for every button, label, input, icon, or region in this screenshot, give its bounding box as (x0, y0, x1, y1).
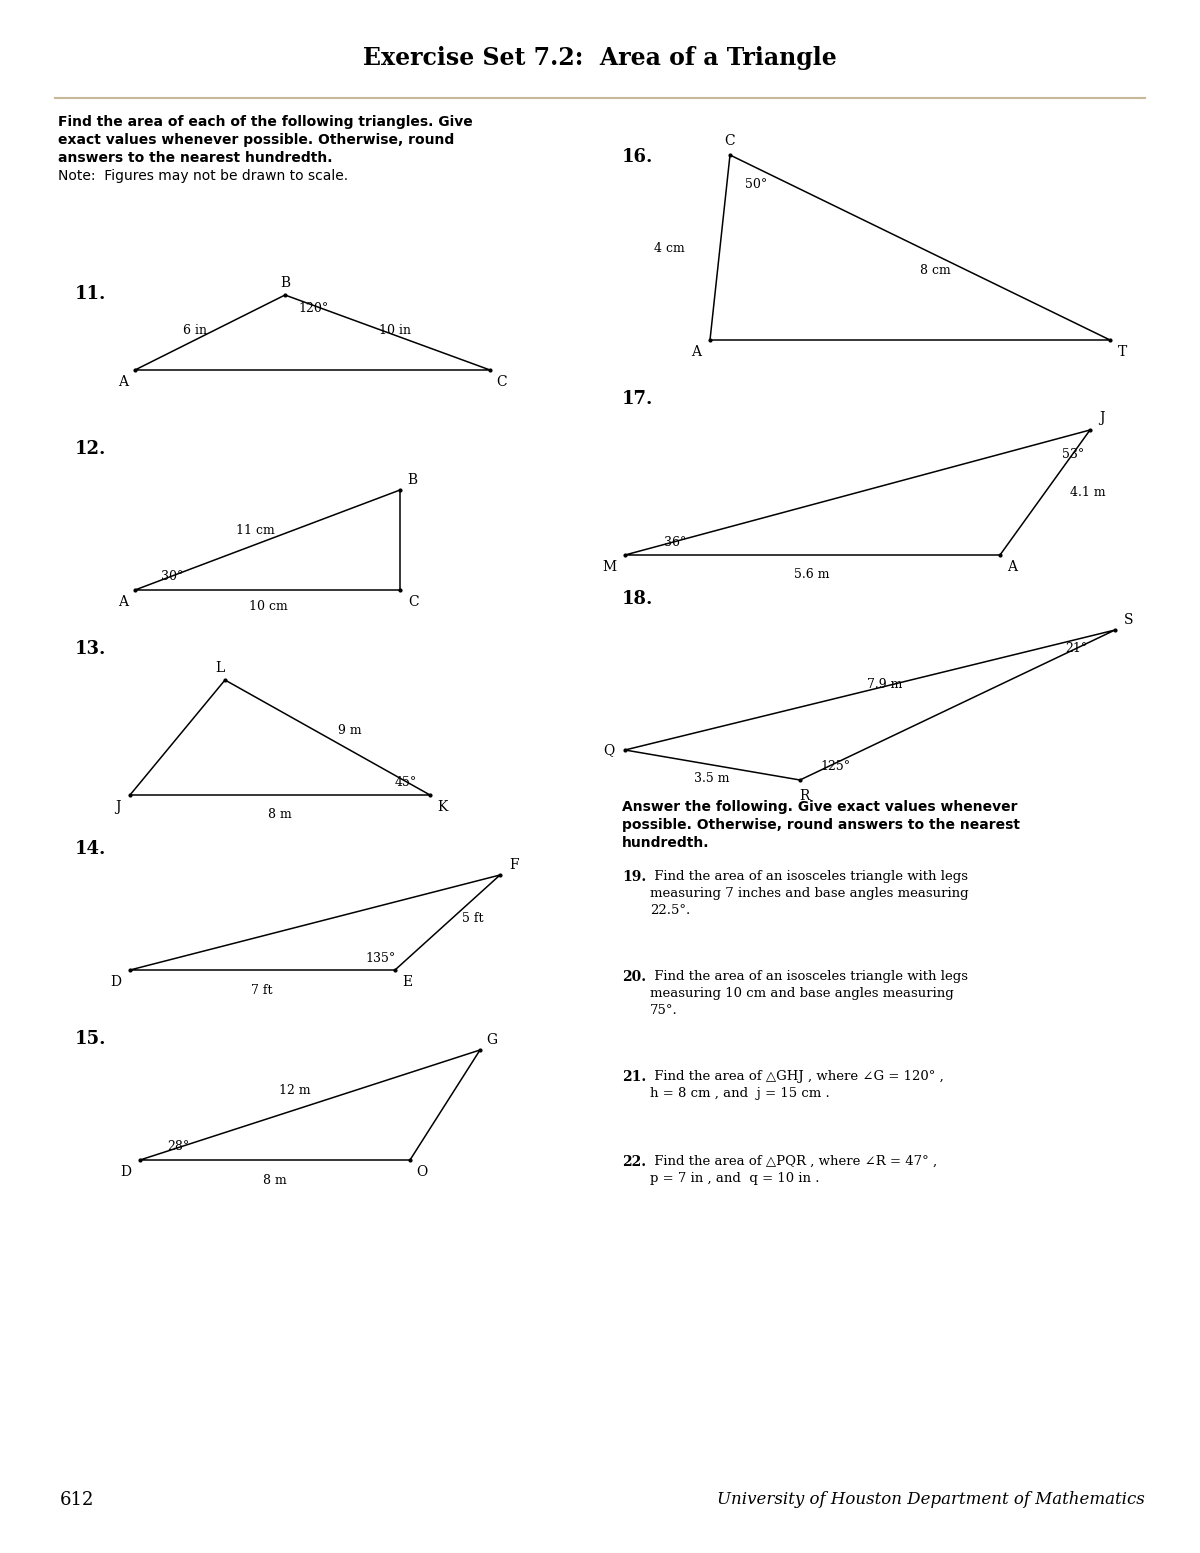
Text: 11 cm: 11 cm (235, 523, 275, 536)
Text: 5.6 m: 5.6 m (794, 567, 829, 581)
Text: 21.: 21. (622, 1070, 647, 1084)
Text: 12.: 12. (74, 439, 107, 458)
Text: 18.: 18. (622, 590, 653, 609)
Text: B: B (280, 276, 290, 290)
Text: 4.1 m: 4.1 m (1070, 486, 1105, 500)
Text: J: J (1099, 412, 1105, 426)
Text: 14.: 14. (74, 840, 107, 857)
Text: G: G (486, 1033, 498, 1047)
Text: A: A (1007, 561, 1018, 575)
Text: Find the area of an isosceles triangle with legs: Find the area of an isosceles triangle w… (650, 971, 968, 983)
Text: O: O (416, 1165, 427, 1179)
Text: Note:  Figures may not be drawn to scale.: Note: Figures may not be drawn to scale. (58, 169, 348, 183)
Text: T: T (1117, 345, 1127, 359)
Text: D: D (120, 1165, 132, 1179)
Text: 22.: 22. (622, 1155, 646, 1169)
Text: 7 ft: 7 ft (251, 983, 272, 997)
Text: exact values whenever possible. Otherwise, round: exact values whenever possible. Otherwis… (58, 134, 455, 148)
Text: A: A (691, 345, 701, 359)
Text: 135°: 135° (365, 952, 395, 964)
Text: 8 m: 8 m (268, 809, 292, 822)
Text: 125°: 125° (820, 759, 850, 772)
Text: 10 cm: 10 cm (248, 601, 287, 613)
Text: 75°.: 75°. (650, 1003, 678, 1017)
Text: 16.: 16. (622, 148, 653, 166)
Text: 7.9 m: 7.9 m (868, 679, 902, 691)
Text: Find the area of an isosceles triangle with legs: Find the area of an isosceles triangle w… (650, 870, 968, 884)
Text: 15.: 15. (74, 1030, 107, 1048)
Text: Find the area of △GHJ , where ∠G = 120° ,: Find the area of △GHJ , where ∠G = 120° … (650, 1070, 943, 1082)
Text: M: M (602, 561, 616, 575)
Text: measuring 7 inches and base angles measuring: measuring 7 inches and base angles measu… (650, 887, 968, 901)
Text: 30°: 30° (161, 570, 184, 584)
Text: 50°: 50° (745, 179, 767, 191)
Text: University of Houston Department of Mathematics: University of Houston Department of Math… (718, 1491, 1145, 1508)
Text: 21°: 21° (1066, 641, 1087, 654)
Text: L: L (215, 662, 224, 676)
Text: 22.5°.: 22.5°. (650, 904, 690, 916)
Text: J: J (115, 800, 121, 814)
Text: 11.: 11. (74, 286, 107, 303)
Text: S: S (1124, 613, 1134, 627)
Text: measuring 10 cm and base angles measuring: measuring 10 cm and base angles measurin… (650, 988, 954, 1000)
Text: 120°: 120° (298, 301, 329, 315)
Text: 36°: 36° (664, 536, 686, 548)
Text: p = 7 in , and  q = 10 in .: p = 7 in , and q = 10 in . (650, 1173, 820, 1185)
Text: 4 cm: 4 cm (654, 242, 685, 255)
Text: B: B (407, 474, 418, 488)
Text: 612: 612 (60, 1491, 95, 1510)
Text: C: C (725, 134, 736, 148)
Text: 17.: 17. (622, 390, 653, 408)
Text: 13.: 13. (74, 640, 107, 658)
Text: A: A (118, 374, 128, 388)
Text: A: A (118, 595, 128, 609)
Text: K: K (437, 800, 448, 814)
Text: 19.: 19. (622, 870, 647, 884)
Text: hundredth.: hundredth. (622, 836, 709, 849)
Text: Find the area of each of the following triangles. Give: Find the area of each of the following t… (58, 115, 473, 129)
Text: answers to the nearest hundredth.: answers to the nearest hundredth. (58, 151, 332, 165)
Text: 6 in: 6 in (182, 323, 208, 337)
Text: Find the area of △PQR , where ∠R = 47° ,: Find the area of △PQR , where ∠R = 47° , (650, 1155, 937, 1168)
Text: 9 m: 9 m (338, 724, 362, 736)
Text: Exercise Set 7.2:  Area of a Triangle: Exercise Set 7.2: Area of a Triangle (364, 47, 836, 70)
Text: R: R (799, 789, 809, 803)
Text: 53°: 53° (1062, 449, 1085, 461)
Text: 5 ft: 5 ft (462, 912, 484, 924)
Text: 20.: 20. (622, 971, 646, 985)
Text: Q: Q (604, 742, 614, 756)
Text: D: D (110, 975, 121, 989)
Text: F: F (509, 857, 518, 871)
Text: Answer the following. Give exact values whenever: Answer the following. Give exact values … (622, 800, 1018, 814)
Text: E: E (402, 975, 412, 989)
Text: 28°: 28° (167, 1140, 190, 1154)
Text: 12 m: 12 m (280, 1084, 311, 1096)
Text: 8 m: 8 m (263, 1174, 287, 1186)
Text: 8 cm: 8 cm (919, 264, 950, 276)
Text: C: C (409, 595, 419, 609)
Text: h = 8 cm , and  j = 15 cm .: h = 8 cm , and j = 15 cm . (650, 1087, 829, 1100)
Text: C: C (497, 374, 508, 388)
Text: 3.5 m: 3.5 m (695, 772, 730, 784)
Text: 10 in: 10 in (379, 323, 410, 337)
Text: 45°: 45° (395, 776, 418, 789)
Text: possible. Otherwise, round answers to the nearest: possible. Otherwise, round answers to th… (622, 818, 1020, 832)
